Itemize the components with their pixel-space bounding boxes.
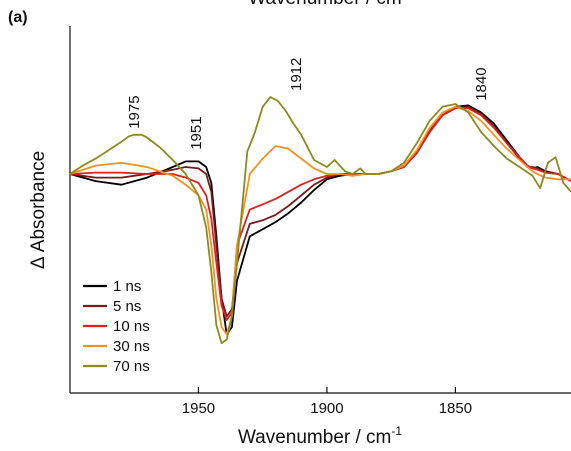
peak-label-1975: 1975	[126, 95, 143, 128]
peak-annotations: 1975 1951 1912 1840	[126, 58, 490, 150]
x-axis-title-main: Wavenumber / cm	[238, 427, 391, 448]
peak-label-1840: 1840	[473, 67, 490, 100]
series-line-10-ns	[69, 107, 571, 321]
x-tick-label-1950: 1950	[182, 400, 215, 417]
legend-label-5-ns: 5 ns	[113, 298, 141, 315]
peak-label-1951: 1951	[188, 116, 205, 149]
series-line-30-ns	[69, 105, 571, 336]
plot-frame	[69, 26, 571, 394]
x-tick-label-1850: 1850	[439, 400, 472, 417]
x-ticks: 1950 1900 1850	[182, 387, 472, 417]
legend-label-70-ns: 70 ns	[113, 358, 150, 375]
peak-label-1912: 1912	[288, 58, 305, 91]
series-line-1-ns	[69, 104, 571, 336]
legend-label-30-ns: 30 ns	[113, 338, 150, 355]
x-axis-title: Wavenumber / cm-1	[238, 424, 402, 448]
panel-label: (a)	[8, 9, 28, 26]
legend-label-10-ns: 10 ns	[113, 318, 150, 335]
x-tick-label-1900: 1900	[310, 400, 343, 417]
legend: 1 ns 5 ns 10 ns 30 ns 70 ns	[83, 278, 150, 375]
x-axis-title-superscript: -1	[391, 424, 402, 438]
top-axis-title: Wavenumber / cm	[248, 0, 401, 9]
series-line-70-ns	[69, 96, 571, 344]
series-lines	[69, 96, 571, 344]
legend-label-1-ns: 1 ns	[113, 278, 141, 295]
y-axis-title: Δ Absorbance	[28, 151, 49, 269]
